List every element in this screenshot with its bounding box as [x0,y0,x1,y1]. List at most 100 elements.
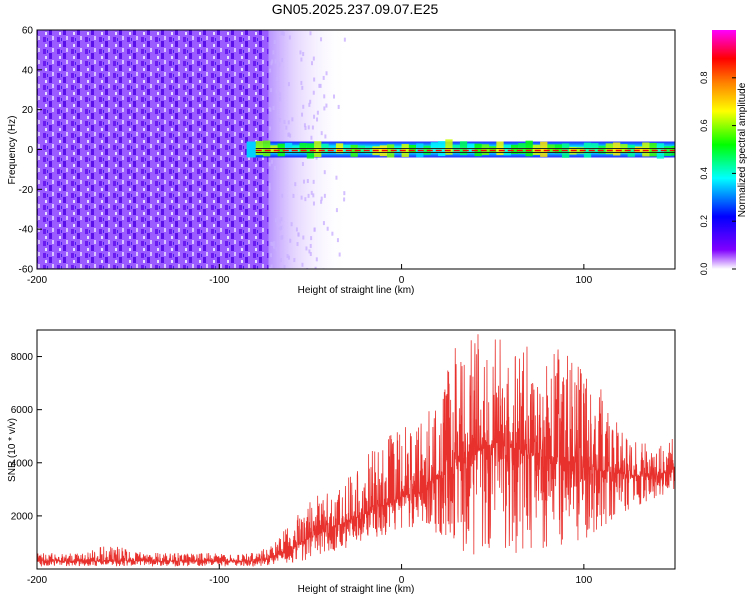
spectrogram-speckle [280,225,283,230]
spectrogram-speckle [302,104,305,109]
spectrogram-speckle [271,159,274,164]
spectrogram-y-axis-label: Frequency (Hz) [7,116,18,185]
spectrogram-speckle [270,253,273,258]
spectrogram-carrier-cell [503,144,511,156]
spectrogram-speckle [316,110,319,115]
spectrogram-carrier-cell [343,144,351,154]
snr-y-axis-label: SNR (10 * v/v) [7,418,18,482]
spectrogram-carrier-cell [445,139,453,155]
spectrogram-speckle [343,197,346,202]
spectrogram-speckle [310,135,313,140]
spectrogram-speckle [309,251,312,256]
spectrogram-speckle [304,126,307,131]
spectrogram-speckle [269,68,272,73]
spectrogram-speckle [323,170,326,175]
snr-y-tick-label: 4000 [11,458,34,469]
spectrogram-speckle [315,155,318,160]
spectrogram-speckle [292,193,295,198]
colorbar-tick-label: 0.6 [699,119,709,132]
spectrogram-speckle [335,175,338,180]
spectrogram-speckle [312,56,315,61]
spectrogram-speckle [300,195,303,200]
spectrogram-speckle [300,80,303,85]
spectrogram-speckle [269,126,272,131]
spectrogram-carrier-cell [489,146,497,153]
spectrogram-speckle [313,77,316,82]
spectrogram-carrier-cell [430,142,439,153]
spectrogram-speckle [337,104,340,109]
spectrogram-speckle [290,222,293,227]
colorbar-ticks: 0.0 0.2 0.4 0.6 0.8 [699,72,736,275]
snr-plot-area [37,334,675,567]
spectrogram-speckle [271,242,274,247]
colorbar-tick-label: 0.8 [699,72,709,85]
spectrogram-speckle [326,226,329,231]
spectrogram-speckle [274,165,277,170]
snr-x-ticks: -200 -100 0 100 [27,564,593,586]
spectrogram-speckle [308,249,311,254]
spectrogram-carrier-cell [277,143,285,157]
spectrogram-x-ticks: -200 -100 0 100 [27,264,593,286]
spectrogram-speckle [323,193,326,198]
spectrogram-speckle [277,204,280,209]
spectrogram-speckle [309,99,312,104]
snr-y-ticks: 2000 4000 6000 8000 [11,352,42,522]
spectrogram-speckle [320,131,323,136]
snr-y-tick-label: 6000 [11,405,34,416]
spectrogram-speckle [279,92,282,97]
spectrogram-speckle [268,186,271,191]
spectrogram-speckle [306,179,309,184]
snr-x-tick-label: 100 [576,575,593,586]
spectrogram-y-tick-label: 40 [22,65,34,76]
spectrogram-speckle [287,120,290,125]
spectrogram-speckle [282,31,285,36]
spectrogram-speckle [310,236,313,241]
spectrogram-speckle [343,37,346,42]
spectrogram-speckle [322,75,325,80]
spectrogram-carrier-cell [583,142,592,158]
spectrogram-carrier-cell [634,146,643,153]
spectrogram-speckle [301,112,304,117]
spectrogram-speckle [304,197,307,202]
spectrogram-speckle [273,241,276,246]
spectrogram-speckle [312,90,315,95]
spectrogram-carrier-cell [510,144,519,154]
snr-x-axis-label: Height of straight line (km) [298,584,415,595]
spectrogram-speckle [269,266,272,269]
spectrogram-x-axis-label: Height of straight line (km) [298,285,415,296]
spectrogram-speckle [318,83,321,88]
spectrogram-speckle [320,199,323,204]
spectrogram-speckle [276,109,279,114]
spectrogram-speckle [277,156,280,161]
spectrogram-y-tick-label: -40 [19,225,34,236]
spectrogram-carrier-cell [664,146,672,156]
spectrogram-y-tick-label: -60 [19,265,34,276]
spectrogram-speckle [269,107,272,112]
spectrogram-speckle [312,193,315,198]
spectrogram-carrier-cell [627,144,635,157]
colorbar-label: Normalized spectral amplitude [737,82,748,217]
spectrogram-speckle [314,266,317,269]
colorbar-scale [712,30,736,269]
spectrogram-carrier-cell [408,144,417,154]
spectrogram-carrier-cell [350,144,358,157]
spectrogram-noise-region [37,30,269,269]
spectrogram-speckle [312,201,315,206]
spectrogram-x-tick-label: 100 [576,275,593,286]
spectrogram-speckle [301,85,304,90]
spectrogram-speckle [278,219,281,224]
spectrogram-speckle [294,182,297,187]
spectrogram-speckle [308,102,311,107]
spectrogram-speckle [286,254,289,259]
spectrogram-speckle [343,191,346,196]
spectrogram-speckle [307,193,310,198]
spectrogram-carrier-cell [598,145,606,154]
chart-title: GN05.2025.237.09.07.E25 [272,1,439,17]
spectrogram-speckle [310,190,313,195]
spectrogram-speckle [288,35,291,40]
spectrogram-speckle [270,264,273,269]
spectrogram-speckle [276,112,279,117]
spectrogram-carrier-cell [394,146,402,153]
spectrogram-speckle [287,255,290,260]
spectrogram-speckle [275,247,278,252]
